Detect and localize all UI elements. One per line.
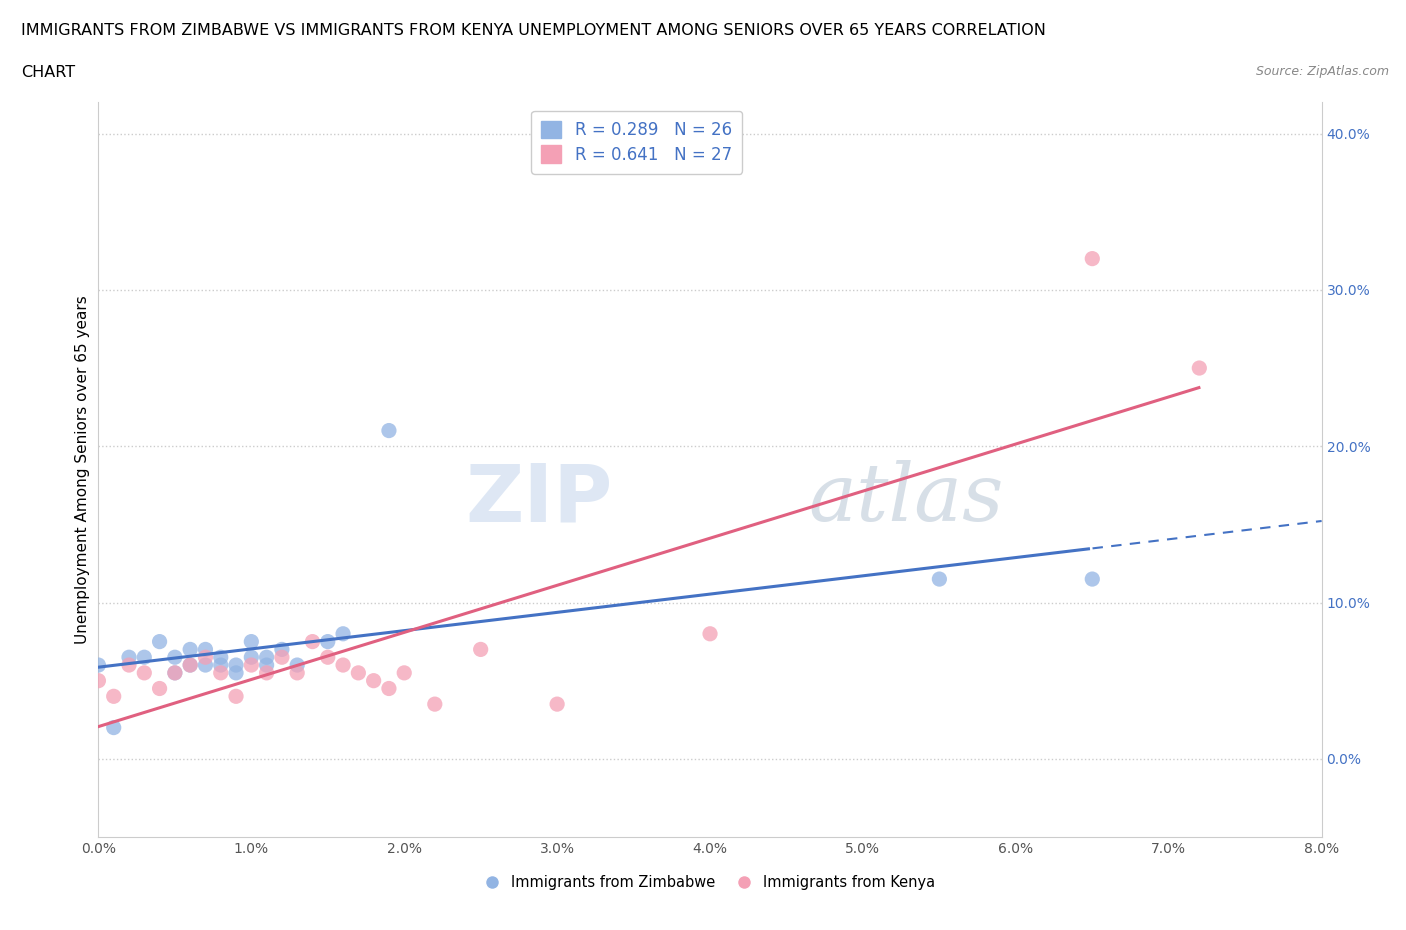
Point bbox=[163, 666, 186, 681]
Point bbox=[546, 697, 568, 711]
Point bbox=[928, 572, 950, 587]
Text: ZIP: ZIP bbox=[465, 460, 612, 538]
Point bbox=[194, 658, 217, 672]
Point bbox=[316, 650, 339, 665]
Point bbox=[256, 666, 278, 681]
Point bbox=[301, 634, 323, 649]
Point bbox=[378, 423, 401, 438]
Point bbox=[423, 697, 446, 711]
Point bbox=[163, 650, 186, 665]
Text: CHART: CHART bbox=[21, 65, 75, 80]
Point bbox=[209, 666, 232, 681]
Point bbox=[699, 626, 721, 641]
Point bbox=[256, 658, 278, 672]
Legend: Immigrants from Zimbabwe, Immigrants from Kenya: Immigrants from Zimbabwe, Immigrants fro… bbox=[479, 870, 941, 896]
Point bbox=[285, 658, 308, 672]
Point bbox=[363, 673, 385, 688]
Text: atlas: atlas bbox=[808, 460, 1004, 538]
Text: Source: ZipAtlas.com: Source: ZipAtlas.com bbox=[1256, 65, 1389, 78]
Point bbox=[149, 634, 172, 649]
Point bbox=[470, 642, 492, 657]
Point bbox=[225, 658, 247, 672]
Point bbox=[209, 650, 232, 665]
Point bbox=[240, 650, 263, 665]
Point bbox=[1081, 251, 1104, 266]
Point bbox=[1081, 572, 1104, 587]
Point bbox=[87, 658, 110, 672]
Point bbox=[194, 642, 217, 657]
Point bbox=[225, 666, 247, 681]
Point bbox=[270, 642, 294, 657]
Point bbox=[240, 658, 263, 672]
Point bbox=[256, 650, 278, 665]
Point bbox=[209, 658, 232, 672]
Point bbox=[332, 658, 354, 672]
Point bbox=[378, 681, 401, 696]
Point bbox=[194, 650, 217, 665]
Point bbox=[179, 658, 201, 672]
Point bbox=[1188, 361, 1211, 376]
Point bbox=[103, 689, 125, 704]
Point bbox=[118, 650, 141, 665]
Point bbox=[163, 666, 186, 681]
Point bbox=[316, 634, 339, 649]
Point bbox=[332, 626, 354, 641]
Point bbox=[270, 650, 294, 665]
Text: IMMIGRANTS FROM ZIMBABWE VS IMMIGRANTS FROM KENYA UNEMPLOYMENT AMONG SENIORS OVE: IMMIGRANTS FROM ZIMBABWE VS IMMIGRANTS F… bbox=[21, 23, 1046, 38]
Point bbox=[392, 666, 416, 681]
Point bbox=[285, 666, 308, 681]
Point bbox=[87, 673, 110, 688]
Point bbox=[225, 689, 247, 704]
Point bbox=[134, 650, 156, 665]
Y-axis label: Unemployment Among Seniors over 65 years: Unemployment Among Seniors over 65 years bbox=[75, 296, 90, 644]
Point bbox=[347, 666, 370, 681]
Point bbox=[118, 658, 141, 672]
Point bbox=[103, 720, 125, 735]
Point bbox=[149, 681, 172, 696]
Point bbox=[179, 642, 201, 657]
Point bbox=[134, 666, 156, 681]
Point bbox=[240, 634, 263, 649]
Point bbox=[179, 658, 201, 672]
